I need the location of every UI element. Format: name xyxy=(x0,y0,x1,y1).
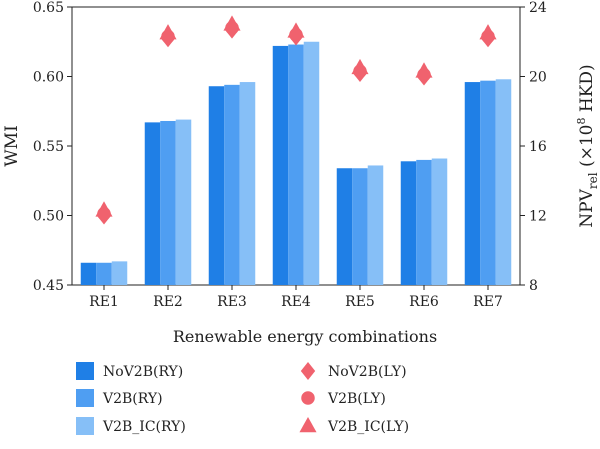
legend-label: V2B_IC(RY) xyxy=(102,419,186,435)
marker xyxy=(415,62,433,78)
right-axis-title-sub: rel xyxy=(586,172,600,189)
right-axis: 8 12 16 20 24 xyxy=(520,0,547,294)
left-axis-title: WMI xyxy=(2,125,22,167)
bar xyxy=(111,261,128,285)
bar xyxy=(352,168,368,285)
x-tick-label: RE4 xyxy=(281,294,311,310)
right-axis-title-exp: 8 xyxy=(575,118,588,125)
bars-layer xyxy=(80,41,512,286)
legend-swatch xyxy=(76,362,94,380)
bar xyxy=(288,44,304,285)
bar xyxy=(367,165,384,285)
bar xyxy=(144,122,161,286)
legend-label: V2B(LY) xyxy=(327,391,386,407)
bar xyxy=(480,80,496,285)
bar xyxy=(239,82,256,285)
legend-swatch xyxy=(76,389,94,407)
x-tick-label: RE5 xyxy=(345,294,375,310)
x-tick-label: RE2 xyxy=(153,294,183,310)
right-axis-title-close: HKD) xyxy=(577,64,597,117)
right-tick-label: 12 xyxy=(529,209,547,225)
left-tick-label: 0.45 xyxy=(33,278,64,294)
x-tick-label: RE7 xyxy=(473,294,503,310)
bar xyxy=(272,45,289,285)
marker xyxy=(351,58,369,75)
right-axis-title-open: (×10 xyxy=(577,125,597,173)
left-tick-label: 0.65 xyxy=(33,0,64,16)
legend-marker xyxy=(299,417,317,433)
legend-label: NoV2B(LY) xyxy=(328,364,407,380)
left-tick-label: 0.55 xyxy=(33,139,64,155)
left-tick-label: 0.60 xyxy=(33,70,64,86)
right-axis-title-base: NPV xyxy=(577,188,597,227)
legend-label: V2B_IC(LY) xyxy=(327,419,409,435)
x-axis-title: Renewable energy combinations xyxy=(173,327,437,346)
bar xyxy=(464,82,481,285)
marker xyxy=(95,201,113,217)
bar xyxy=(80,262,97,285)
bar xyxy=(400,161,417,285)
legend-marker xyxy=(300,362,316,380)
bar xyxy=(303,41,320,285)
left-axis: 0.45 0.50 0.55 0.60 0.65 xyxy=(33,0,72,294)
legend: NoV2B(RY) V2B(RY) V2B_IC(RY) NoV2B(LY) V2B(L… xyxy=(76,362,409,435)
marker xyxy=(287,22,305,38)
bar xyxy=(431,158,448,285)
right-axis-title: NPVrel (×108 HKD) xyxy=(575,64,600,227)
legend-label: V2B(RY) xyxy=(102,391,163,407)
bar xyxy=(336,168,353,285)
bar xyxy=(160,120,176,285)
bar xyxy=(96,262,112,285)
x-tick-label: RE1 xyxy=(89,294,119,310)
x-axis: RE1 RE2 RE3 RE4 RE5 RE6 RE7 xyxy=(89,285,503,310)
right-tick-label: 24 xyxy=(529,0,547,16)
right-tick-label: 8 xyxy=(529,278,538,294)
right-tick-label: 16 xyxy=(529,139,547,155)
bar xyxy=(224,84,240,285)
x-tick-label: RE6 xyxy=(409,294,439,310)
bar xyxy=(175,119,192,285)
marker xyxy=(479,24,497,40)
markers-layer xyxy=(95,15,497,225)
legend-swatch xyxy=(76,417,94,435)
marker xyxy=(223,15,241,31)
bar xyxy=(416,159,432,285)
bar xyxy=(495,79,512,285)
legend-label: NoV2B(RY) xyxy=(103,364,183,380)
left-tick-label: 0.50 xyxy=(33,209,64,225)
x-tick-label: RE3 xyxy=(217,294,247,310)
marker xyxy=(159,24,177,40)
right-tick-label: 20 xyxy=(529,70,547,86)
legend-marker xyxy=(301,391,315,405)
bar xyxy=(208,86,225,285)
